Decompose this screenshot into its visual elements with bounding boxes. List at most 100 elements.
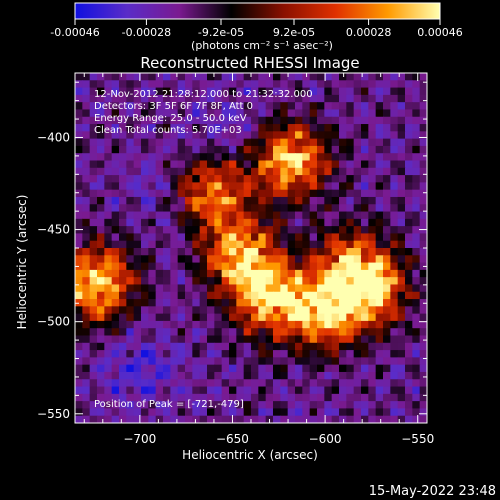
heatmap-cell (309, 262, 318, 271)
heatmap-cell (82, 415, 91, 423)
heatmap-cell (207, 291, 215, 300)
heatmap-cell (104, 138, 113, 147)
heatmap-cell (280, 116, 289, 125)
heatmap-cell (258, 255, 267, 264)
heatmap-cell (324, 299, 333, 307)
heatmap-cell (353, 204, 362, 213)
heatmap-cell (119, 145, 127, 154)
heatmap-cell (126, 116, 135, 125)
heatmap-cell (302, 160, 311, 169)
heatmap-cell (251, 240, 259, 249)
heatmap-cell (368, 386, 377, 395)
heatmap-cell (177, 116, 186, 125)
heatmap-cell (192, 299, 201, 307)
heatmap-cell (155, 291, 164, 300)
heatmap-cell (368, 189, 377, 198)
heatmap-cell (177, 277, 186, 286)
heatmap-cell (185, 248, 193, 256)
heatmap-cell (273, 335, 281, 344)
heatmap-cell (111, 175, 120, 183)
heatmap-cell (185, 80, 193, 89)
heatmap-cell (251, 94, 259, 103)
heatmap-cell (251, 291, 259, 300)
heatmap-cell (185, 145, 193, 154)
heatmap-cell (89, 364, 98, 373)
heatmap-cell (339, 73, 347, 81)
heatmap-cell (309, 145, 318, 154)
heatmap-cell (419, 102, 427, 111)
heatmap-cell (82, 386, 91, 395)
heatmap-cell (375, 233, 384, 242)
heatmap-cell (177, 124, 186, 132)
heatmap-cell (346, 160, 355, 169)
heatmap-cell (243, 196, 252, 205)
heatmap-cell (82, 248, 91, 256)
heatmap-cell (375, 386, 384, 395)
heatmap-cell (75, 218, 83, 227)
heatmap-cell (155, 342, 164, 351)
heatmap-cell (82, 240, 91, 249)
heatmap-cell (155, 313, 164, 322)
heatmap-cell (258, 248, 267, 256)
heatmap-cell (177, 313, 186, 322)
heatmap-cell (287, 371, 296, 380)
heatmap-cell (295, 284, 303, 293)
heatmap-cell (280, 94, 289, 103)
heatmap-cell (302, 145, 311, 154)
heatmap-cell (141, 124, 149, 132)
heatmap-cell (273, 262, 281, 271)
heatmap-cell (287, 116, 296, 125)
heatmap-cell (339, 87, 347, 96)
heatmap-cell (383, 102, 391, 111)
heatmap-cell (302, 255, 311, 264)
heatmap-cell (199, 204, 208, 213)
heatmap-cell (405, 182, 413, 191)
heatmap-cell (236, 211, 245, 220)
heatmap-cell (97, 291, 105, 300)
heatmap-cell (390, 313, 399, 322)
heatmap-cell (207, 342, 215, 351)
heatmap-cell (236, 415, 245, 423)
heatmap-cell (346, 393, 355, 402)
heatmap-cell (177, 320, 186, 329)
heatmap-cell (199, 277, 208, 286)
heatmap-cell (361, 102, 369, 111)
heatmap-cell (126, 102, 135, 111)
y-axis-label: Heliocentric Y (arcsec) (15, 195, 29, 330)
heatmap-cell (397, 73, 406, 81)
heatmap-cell (287, 342, 296, 351)
heatmap-cell (89, 138, 98, 147)
heatmap-cell (185, 299, 193, 307)
heatmap-cell (280, 109, 289, 118)
heatmap-cell (214, 204, 223, 213)
heatmap-cell (163, 240, 171, 249)
heatmap-cell (133, 138, 142, 147)
heatmap-cell (126, 328, 135, 337)
heatmap-cell (177, 357, 186, 366)
heatmap-cell (251, 73, 259, 81)
heatmap-cell (133, 182, 142, 191)
heatmap-cell (419, 73, 427, 81)
heatmap-cell (368, 196, 377, 205)
heatmap-cell (361, 226, 369, 235)
heatmap-cell (317, 233, 325, 242)
heatmap-cell (243, 175, 252, 183)
heatmap-cell (383, 415, 391, 423)
heatmap-cell (229, 211, 237, 220)
heatmap-cell (155, 196, 164, 205)
heatmap-cell (199, 87, 208, 96)
heatmap-cell (265, 196, 274, 205)
heatmap-cell (383, 240, 391, 249)
heatmap-cell (419, 364, 427, 373)
heatmap-cell (258, 335, 267, 344)
heatmap-cell (412, 131, 421, 140)
heatmap-cell (390, 211, 399, 220)
heatmap-cell (163, 350, 171, 358)
heatmap-cell (185, 153, 193, 162)
heatmap-cell (412, 386, 421, 395)
heatmap-cell (163, 248, 171, 256)
heatmap-cell (324, 196, 333, 205)
heatmap-cell (207, 299, 215, 307)
heatmap-cell (390, 408, 399, 417)
heatmap-cell (199, 80, 208, 89)
